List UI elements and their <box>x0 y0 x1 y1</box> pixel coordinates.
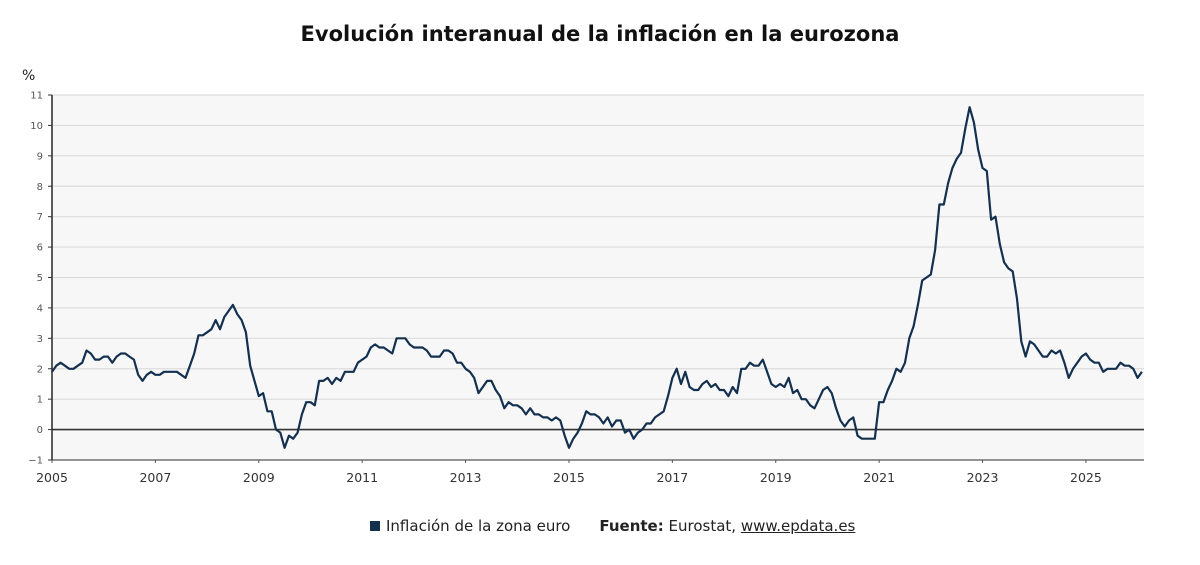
x-tick-label: 2007 <box>139 470 171 485</box>
x-tick-label: 2015 <box>553 470 585 485</box>
y-tick-label: 6 <box>37 243 43 254</box>
legend: Inflación de la zona euro Fuente: Eurost… <box>370 517 855 535</box>
x-tick-label: 2017 <box>656 470 688 485</box>
y-tick-label: 2 <box>37 364 43 375</box>
y-axis-ticks: −1 0 1 2 3 4 5 6 7 8 9 10 11 <box>28 91 52 467</box>
y-tick-label: 3 <box>37 334 43 345</box>
x-tick-label: 2025 <box>1070 470 1102 485</box>
source-text: Eurostat, <box>663 517 741 535</box>
x-tick-label: 2019 <box>760 470 792 485</box>
y-tick-label: 1 <box>37 395 43 406</box>
y-tick-label: 10 <box>30 121 43 132</box>
x-axis-ticks: 2005 2007 2009 2011 2013 2015 2017 2019 2021 2023… <box>36 460 1102 485</box>
source-note: Fuente: Eurostat, www.epdata.es <box>599 517 855 535</box>
chart-title: Evolución interanual de la inflación en … <box>300 22 900 46</box>
y-tick-label: 9 <box>37 151 43 162</box>
x-tick-label: 2023 <box>967 470 999 485</box>
y-tick-label: 5 <box>37 273 43 284</box>
y-axis-unit-label: % <box>22 68 36 84</box>
source-label: Fuente: <box>599 517 664 535</box>
legend-swatch <box>370 521 380 531</box>
y-tick-label: 11 <box>30 91 43 102</box>
x-tick-label: 2009 <box>243 470 275 485</box>
y-tick-label: −1 <box>28 456 43 467</box>
x-tick-label: 2005 <box>36 470 68 485</box>
legend-series-label: Inflación de la zona euro <box>386 517 571 535</box>
y-tick-label: 0 <box>37 425 43 436</box>
x-tick-label: 2013 <box>450 470 482 485</box>
line-chart: −1 0 1 2 3 4 5 6 7 8 9 10 11 2005 2007 2009 2011 2013 201… <box>28 91 1144 485</box>
x-tick-label: 2021 <box>863 470 895 485</box>
x-tick-label: 2011 <box>346 470 378 485</box>
y-tick-label: 8 <box>37 182 43 193</box>
series-group <box>51 106 1143 449</box>
series-line <box>51 106 1143 449</box>
y-tick-label: 4 <box>37 303 43 314</box>
source-link[interactable]: www.epdata.es <box>740 517 856 535</box>
gridlines <box>52 94 1144 400</box>
y-tick-label: 7 <box>37 212 43 223</box>
